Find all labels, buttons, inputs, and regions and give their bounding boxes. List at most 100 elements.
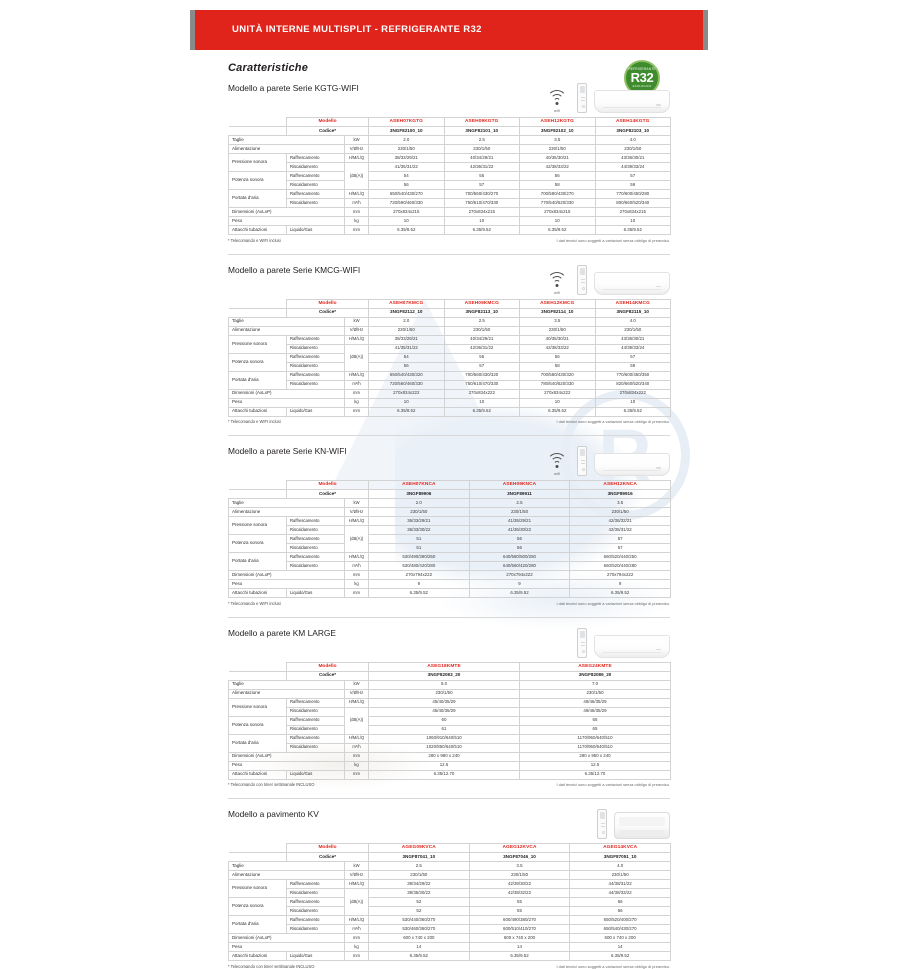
cell: 230/1/50	[368, 870, 470, 880]
cell: 51	[368, 534, 470, 544]
cell: 42/38/33/22	[519, 343, 596, 354]
row-unit: mm	[344, 933, 369, 943]
table-row: Riscaldamento (dB(A)) 45/40/35/29 49/46/35/…	[229, 706, 671, 735]
table-row: Portata d'aria Raffrescamento H/M/L/Q 650/5…	[228, 189, 671, 208]
spec-table: Modello ASEH07KMCG ASEH09KMCG ASEH12KMCG ASE…	[228, 298, 671, 417]
table-row: Peso kg 9 9 9	[228, 579, 671, 589]
cell: 640/580/500/250	[468, 552, 571, 562]
cell: 6.35/9.52	[368, 588, 470, 598]
cell: 38/33/29/21	[368, 334, 445, 345]
cell: 720/590/460/330	[368, 198, 445, 208]
table-row: Portata d'aria Raffrescamento H/M/L/Q 530/4…	[228, 915, 671, 934]
row-sublabel-raffrescamento: Raffrescamento	[286, 189, 345, 199]
cell: 230/1/50	[368, 144, 445, 154]
block-title: Modello a parete Serie KGTG-WIFI	[228, 83, 359, 93]
product-artwork	[577, 624, 670, 658]
table-row: Alimentazione V/Ø/Hz 230/1/50 230/1/50 230/1…	[228, 870, 671, 880]
row-label-portata-aria: Portata d'aria	[228, 189, 287, 208]
row-label-peso: Peso	[228, 216, 345, 226]
row-unit: mm	[344, 225, 369, 235]
cell: 51	[368, 543, 470, 553]
wifi-icon: wifi	[544, 87, 570, 113]
cell: 6.35/9.52	[569, 588, 671, 598]
cell: 230/1/50	[368, 688, 520, 699]
cell: 2.0	[368, 498, 470, 508]
row-label-dimensioni: Dimensioni (AxLxP)	[228, 570, 345, 580]
row-label-taglie: Taglie	[228, 861, 345, 871]
r32-badge-bottom: ECOLOGICO	[632, 84, 652, 89]
cell: 5.0	[368, 679, 520, 690]
table-row: Codice* 3NGF87041_10 3NGF87046_10 3NGF87051…	[228, 852, 671, 862]
cell: 3NGF89911	[468, 489, 571, 499]
row-label-potenza-sonora: Potenza sonora	[228, 715, 287, 735]
row-unit: kg	[344, 216, 369, 226]
cell: 270x794x222	[368, 570, 470, 580]
row-unit: mm	[344, 406, 369, 417]
cell: 10	[594, 216, 671, 226]
cell: 56	[519, 171, 596, 181]
wall-unit-icon	[594, 453, 670, 476]
cell: 10	[443, 397, 520, 408]
row-sublabel-raffrescamento: Raffrescamento	[286, 153, 345, 163]
cell: 9	[569, 579, 671, 589]
table-row: Riscaldamento m³/h 720/560/460/330 750/610/…	[229, 379, 671, 390]
cell: 65	[519, 724, 671, 735]
model-name: ASEH09KNCA	[468, 480, 571, 490]
cell: 38/33/29/21	[368, 153, 445, 163]
cell: 12.5	[368, 760, 520, 771]
row-label-portata-aria: Portata d'aria	[228, 370, 287, 390]
row-sublabel-liquido-gas: Liquido/Gas	[286, 951, 345, 961]
row-label-portata-aria: Portata d'aria	[228, 733, 287, 753]
cell: 49/46/35/29	[519, 706, 671, 717]
table-row: Dimensioni (AxLxP) mm 270x794x222 270x794x2…	[228, 570, 671, 580]
table-row: Codice* 3NGF89906 3NGF89911 3NGF89916	[228, 489, 671, 499]
section-divider	[228, 616, 670, 618]
row-label-attacchi: Attacchi tubazioni	[228, 769, 287, 780]
cell: 44/38/33/22	[569, 888, 671, 898]
spacer-cell	[228, 117, 287, 127]
cell: 56	[368, 361, 445, 372]
table-row: Alimentazione V/Ø/Hz 230/1/50 230/1/50 230/1…	[228, 507, 671, 517]
cell: 530/460/360/270	[368, 924, 470, 934]
cell: 230/1/50	[519, 144, 596, 154]
cell: 1060/910/640/510	[368, 733, 520, 744]
section-divider	[228, 435, 670, 436]
modello-header: Modello	[286, 117, 369, 127]
cell: 3.5	[569, 498, 671, 508]
table-notes: * Telecomando con timer settimanale INCL…	[228, 964, 670, 969]
table-row: Modello ASEH07KGTG ASEH09KGTG ASEH12KGTG ASE…	[228, 117, 671, 127]
row-unit: kg	[344, 942, 369, 952]
cell: 56	[569, 897, 671, 907]
cell: 3.5	[519, 135, 596, 145]
row-label-peso: Peso	[228, 942, 345, 952]
row-label-potenza-sonora: Potenza sonora	[228, 352, 287, 372]
cell: 65	[519, 715, 671, 726]
cell: 700/580/430/270	[519, 189, 596, 199]
cell: 700/560/430/270	[443, 189, 520, 199]
row-sublabel-raffrescamento: Raffrescamento	[286, 370, 345, 381]
table-notes: * Telecomando e WIFI inclusi I dati tecni…	[228, 419, 670, 424]
model-name: ASEH07KNCA	[368, 480, 470, 490]
cell: 700/560/430/320	[443, 370, 520, 381]
row-unit: kW	[344, 861, 369, 871]
block-title: Modello a parete KM LARGE	[228, 627, 336, 638]
cell: 44/38/31/22	[569, 879, 671, 889]
cell: 42/38/32/22	[468, 888, 571, 898]
row-unit: H/M/L/Q	[344, 189, 369, 199]
row-unit: (dB(A))	[344, 162, 369, 190]
row-unit: H/M/L/Q	[344, 334, 369, 345]
row-unit: mm	[344, 207, 369, 217]
table-row: Riscaldamento m³/h 1020/850/640/510 1170/95…	[229, 742, 671, 753]
cell: 3NGF82083_20	[368, 670, 520, 681]
footnote: * Telecomando e WIFI inclusi	[228, 237, 281, 243]
table-row: Potenza sonora Raffrescamento 52 55 56	[228, 897, 671, 916]
row-sublabel-raffrescamento: Raffrescamento	[286, 715, 345, 726]
cell: 4.0	[569, 861, 671, 871]
row-label-pressione-sonora: Pressione sonora	[228, 697, 287, 717]
cell: 14	[368, 942, 470, 952]
cell: 45/40/35/29	[368, 697, 520, 708]
row-sublabel-raffrescamento: Raffrescamento	[286, 334, 345, 345]
cell: 56	[569, 906, 671, 916]
cell: 6.35/9.52	[368, 951, 470, 961]
cell: 55	[443, 352, 520, 363]
